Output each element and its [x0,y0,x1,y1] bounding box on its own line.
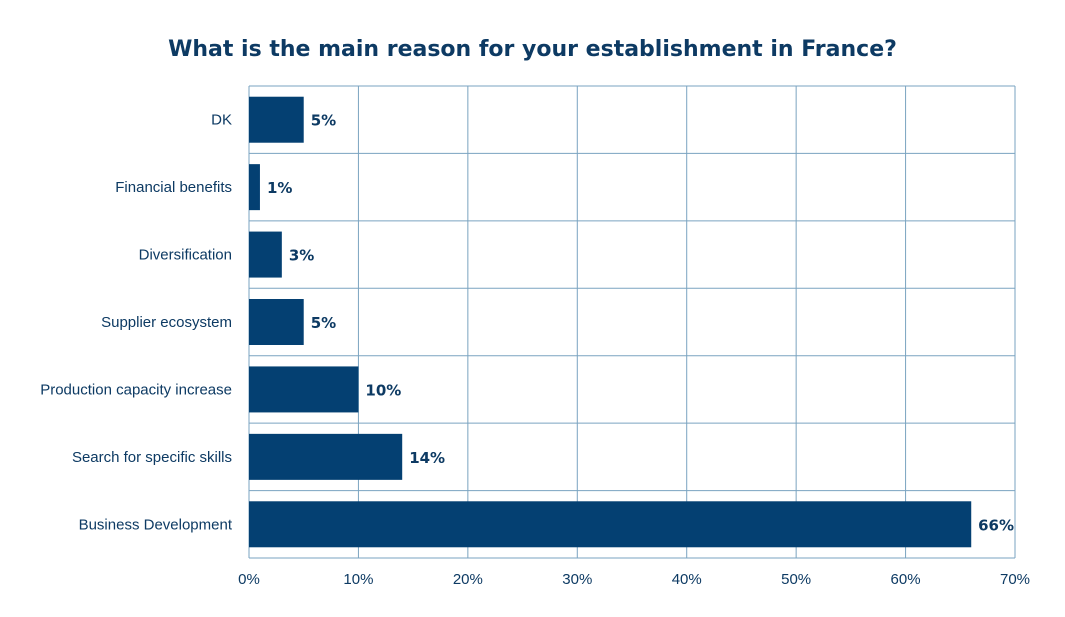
x-tick-label: 0% [238,571,260,588]
category-label: DK [211,112,232,129]
x-tick-label: 30% [562,571,592,588]
data-label: 10% [365,381,401,399]
data-label: 14% [409,449,445,467]
category-label: Financial benefits [115,179,232,196]
category-label: Search for specific skills [72,449,232,466]
data-label: 1% [267,179,292,197]
bar [249,164,260,211]
x-tick-label: 60% [891,571,921,588]
x-tick-label: 50% [781,571,811,588]
data-label: 5% [311,112,336,130]
grid [248,85,1016,559]
data-label: 5% [311,314,336,332]
bar [249,501,972,548]
bars [249,96,972,548]
data-label: 3% [289,247,314,265]
category-label: Business Development [79,516,233,533]
bar [249,433,403,480]
bar [249,299,304,345]
labels: 0% 10% 20% 30% 40% 50% 60% 70% DK 5% Financial ben… [40,112,1030,588]
category-label: Production capacity increase [40,381,232,398]
category-label: Supplier ecosystem [101,314,232,331]
x-tick-label: 20% [453,571,483,588]
x-tick-label: 40% [672,571,702,588]
x-tick-label: 70% [1000,571,1030,588]
x-tick-label: 10% [343,571,373,588]
chart-title: What is the main reason for your establi… [168,37,897,62]
bar [249,96,304,143]
category-label: Diversification [139,247,232,264]
bar [249,366,359,413]
data-label: 66% [978,516,1014,534]
bar [249,231,282,278]
